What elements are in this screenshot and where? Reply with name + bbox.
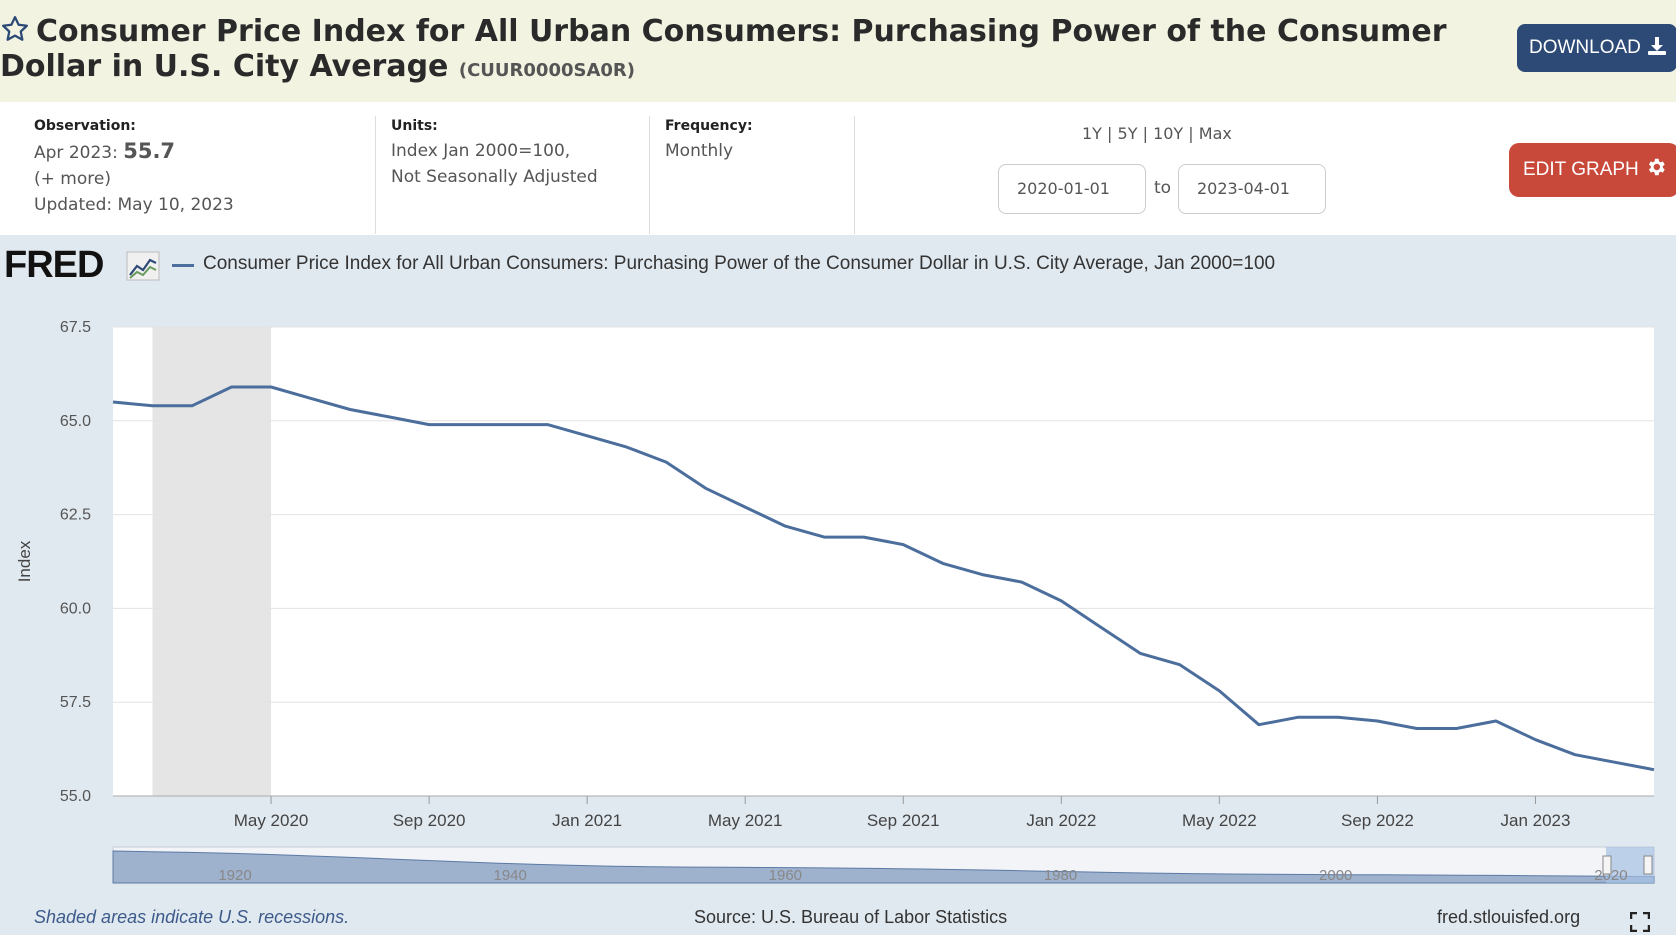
series-meta: Observation: Apr 2023: 55.7 (+ more) Upd… — [0, 102, 1676, 235]
range-max[interactable]: Max — [1198, 124, 1232, 143]
observation-label: Observation: — [34, 118, 136, 134]
y-tick-label: 57.5 — [60, 694, 91, 711]
navigator-tick-label: 1960 — [769, 867, 802, 884]
download-icon — [1647, 37, 1666, 55]
page-title: Consumer Price Index for All Urban Consu… — [0, 14, 1500, 88]
x-tick-label: Sep 2020 — [393, 811, 466, 830]
observation-block: Observation: Apr 2023: 55.7 (+ more) Upd… — [34, 116, 234, 218]
divider — [649, 116, 650, 234]
navigator-series — [112, 850, 1655, 884]
units-block: Units: Index Jan 2000=100, Not Seasonall… — [391, 116, 598, 190]
navigator-tick-label: 1980 — [1044, 867, 1077, 884]
units-label: Units: — [391, 118, 438, 134]
date-to-label: to — [1154, 178, 1172, 198]
range-separator: | — [1188, 124, 1194, 143]
y-tick-label: 67.5 — [60, 319, 91, 336]
plot-area — [113, 327, 1654, 796]
y-tick-label: 55.0 — [60, 788, 91, 805]
line-chart[interactable]: 55.0 57.5 60.0 62.5 65.0 67.5 May 2020 Sep 2020… — [0, 300, 1676, 900]
range-5y[interactable]: 5Y — [1117, 124, 1138, 143]
legend-entry: Consumer Price Index for All Urban Consu… — [203, 253, 1276, 274]
y-tick-label: 60.0 — [60, 600, 91, 617]
x-tick-label: May 2020 — [234, 811, 309, 830]
updated-date: Updated: May 10, 2023 — [34, 195, 234, 215]
range-1y[interactable]: 1Y — [1082, 124, 1102, 143]
x-tick-label: May 2021 — [708, 811, 783, 830]
series-line — [112, 385, 1655, 772]
frequency-value: Monthly — [665, 141, 734, 161]
range-selector: 1Y | 5Y | 10Y | Max — [1082, 124, 1232, 143]
end-date-input[interactable]: 2023-04-01 — [1178, 164, 1326, 214]
divider — [375, 116, 376, 234]
y-axis-label: Index — [15, 540, 34, 582]
fred-logo[interactable]: FRED — [4, 244, 104, 286]
range-separator: | — [1142, 124, 1148, 143]
range-10y[interactable]: 10Y — [1153, 124, 1184, 143]
y-tick-label: 65.0 — [60, 413, 91, 430]
header-bar: Consumer Price Index for All Urban Consu… — [0, 0, 1676, 102]
navigator-handle[interactable] — [1643, 855, 1653, 875]
navigator-tick-label: 1940 — [493, 867, 526, 884]
recession-note: Shaded areas indicate U.S. recessions. — [34, 907, 350, 927]
start-date-input[interactable]: 2020-01-01 — [998, 164, 1146, 214]
title-text: Consumer Price Index for All Urban Consu… — [0, 14, 1447, 84]
download-button[interactable]: DOWNLOAD — [1517, 24, 1676, 72]
x-tick-label: Jan 2023 — [1500, 811, 1570, 830]
site-link[interactable]: fred.stlouisfed.org — [1437, 907, 1581, 927]
frequency-block: Frequency: Monthly — [665, 116, 753, 164]
x-tick-label: Jan 2022 — [1026, 811, 1096, 830]
y-tick-label: 62.5 — [60, 507, 91, 524]
x-tick-label: Sep 2021 — [867, 811, 940, 830]
navigator-handle[interactable] — [1602, 855, 1612, 875]
observation-value: 55.7 — [123, 139, 176, 163]
more-link[interactable]: (+ more) — [34, 169, 111, 189]
navigator-tick-label: 1920 — [218, 867, 251, 884]
gear-icon — [1648, 158, 1665, 176]
chart-trend-icon — [126, 251, 160, 281]
units-line2: Not Seasonally Adjusted — [391, 167, 598, 187]
navigator-tick-label: 2000 — [1319, 867, 1352, 884]
x-tick-label: Sep 2022 — [1341, 811, 1414, 830]
units-line1: Index Jan 2000=100, — [391, 141, 571, 161]
fullscreen-icon[interactable] — [1630, 912, 1650, 932]
edit-graph-button[interactable]: EDIT GRAPH — [1509, 143, 1676, 197]
range-separator: | — [1107, 124, 1113, 143]
observation-date: Apr 2023: — [34, 143, 118, 163]
edit-graph-label: EDIT GRAPH — [1523, 159, 1639, 180]
x-tick-label: Jan 2021 — [552, 811, 622, 830]
x-tick-label: May 2022 — [1182, 811, 1257, 830]
legend-swatch — [172, 264, 194, 267]
series-id: (CUUR0000SA0R) — [458, 60, 635, 81]
download-label: DOWNLOAD — [1529, 37, 1641, 58]
source-note: Source: U.S. Bureau of Labor Statistics — [694, 907, 1008, 927]
star-icon[interactable] — [0, 14, 30, 44]
frequency-label: Frequency: — [665, 118, 753, 134]
divider — [854, 116, 855, 234]
